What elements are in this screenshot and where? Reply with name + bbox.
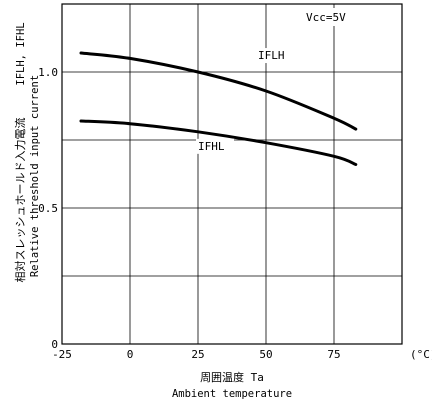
- x-tick-label: 50: [259, 348, 272, 361]
- series-layer: IFLH IFHL: [79, 48, 358, 166]
- series-label-bg: [256, 48, 294, 64]
- x-tick-label: 0: [127, 348, 134, 361]
- y-tick-label: 0.5: [38, 202, 58, 215]
- x-tick-label: 25: [191, 348, 204, 361]
- plot-area: [61, 3, 403, 345]
- series-label-bg: [196, 138, 234, 154]
- grid-lines: [62, 4, 402, 344]
- y-tick-label: 1.0: [38, 66, 58, 79]
- y-tick-label: 0: [51, 338, 58, 351]
- series-IFHL-label: IFHL: [198, 140, 225, 153]
- x-tick-label: 75: [327, 348, 340, 361]
- series-IFLH-label: IFLH: [258, 49, 285, 62]
- vcc-annotation: Vcc=5V: [306, 11, 346, 24]
- x-tick-label: -25: [52, 348, 72, 361]
- series-IFLH-line: [79, 51, 358, 131]
- y-axis-symbol-label: IFLH, IFHL: [15, 22, 27, 85]
- series-IFHL-line: [79, 119, 358, 166]
- x-axis-label-jp: 周囲温度 Ta: [200, 370, 264, 384]
- x-unit-label: (°C): [410, 348, 432, 361]
- annotation-bg: [300, 8, 356, 26]
- x-axis-label-en: Ambient temperature: [172, 388, 292, 400]
- y-axis-label-jp: 相対スレッシュホールド入力電流: [13, 118, 27, 283]
- y-axis-label-en: Relative threshold input current: [29, 75, 41, 277]
